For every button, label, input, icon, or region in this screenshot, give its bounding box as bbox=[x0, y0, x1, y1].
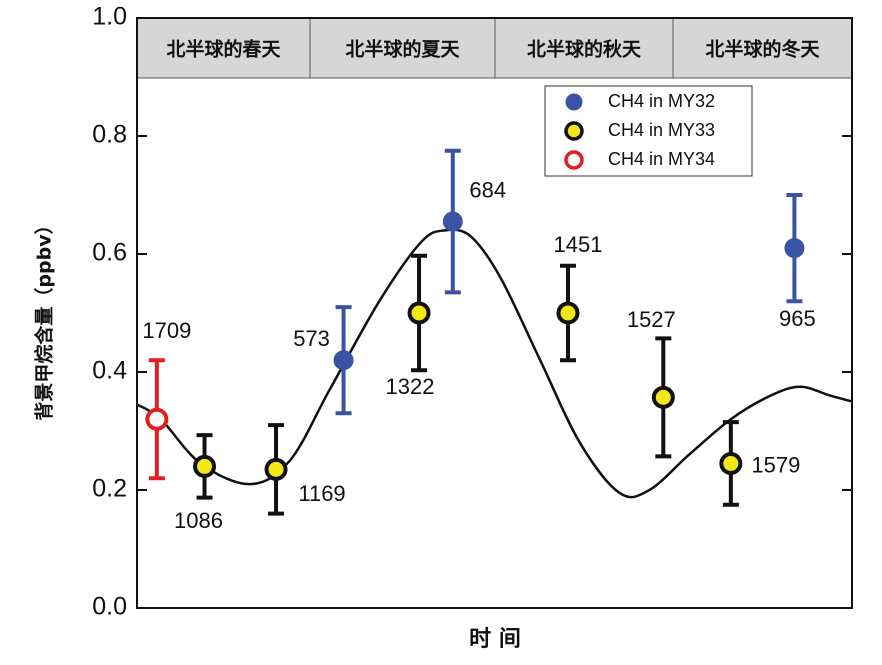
legend-marker bbox=[564, 150, 584, 170]
point bbox=[333, 350, 354, 371]
point bbox=[719, 451, 743, 475]
y-tick-label: 1.0 bbox=[92, 3, 127, 31]
point bbox=[193, 454, 217, 478]
point-label: 1086 bbox=[174, 508, 223, 533]
y-tick-label: 0.2 bbox=[92, 475, 127, 503]
point bbox=[145, 407, 169, 431]
season-label: 北半球的秋天 bbox=[527, 38, 642, 61]
point bbox=[442, 211, 463, 232]
legend-label: CH4 in MY32 bbox=[608, 91, 715, 111]
y-tick-label: 0.6 bbox=[92, 239, 127, 267]
season-box bbox=[309, 17, 496, 79]
point-label: 1451 bbox=[554, 232, 603, 257]
y-tick-label: 0.0 bbox=[92, 593, 127, 621]
x-axis-title: 时 间 bbox=[469, 627, 521, 652]
point bbox=[651, 385, 675, 409]
point bbox=[784, 238, 805, 259]
point-label: 1322 bbox=[386, 374, 435, 399]
fit-line bbox=[136, 228, 853, 499]
legend-marker bbox=[564, 121, 584, 141]
season-label: 北半球的冬天 bbox=[705, 38, 820, 61]
legend-marker bbox=[565, 93, 583, 111]
y-axis-title: 背景甲烷含量（ppbv） bbox=[33, 215, 56, 420]
season-label: 北半球的夏天 bbox=[345, 38, 460, 61]
season-label: 北半球的春天 bbox=[166, 38, 281, 61]
season-box bbox=[136, 17, 311, 79]
point-label: 1709 bbox=[142, 318, 191, 343]
point bbox=[264, 457, 288, 481]
plot-frame bbox=[136, 17, 853, 609]
point-label: 573 bbox=[293, 326, 330, 351]
point bbox=[407, 301, 431, 325]
legend-label: CH4 in MY34 bbox=[608, 149, 715, 169]
point-label: 1579 bbox=[751, 452, 800, 477]
legend-label: CH4 in MY33 bbox=[608, 120, 715, 140]
point-label: 1169 bbox=[298, 481, 345, 506]
y-tick-label: 0.4 bbox=[92, 357, 127, 385]
y-tick-label: 0.8 bbox=[92, 121, 127, 149]
season-box bbox=[672, 17, 853, 79]
point-label: 965 bbox=[779, 306, 816, 331]
point-label: 1527 bbox=[627, 307, 676, 332]
point bbox=[556, 301, 580, 325]
point-label: 684 bbox=[469, 177, 506, 202]
